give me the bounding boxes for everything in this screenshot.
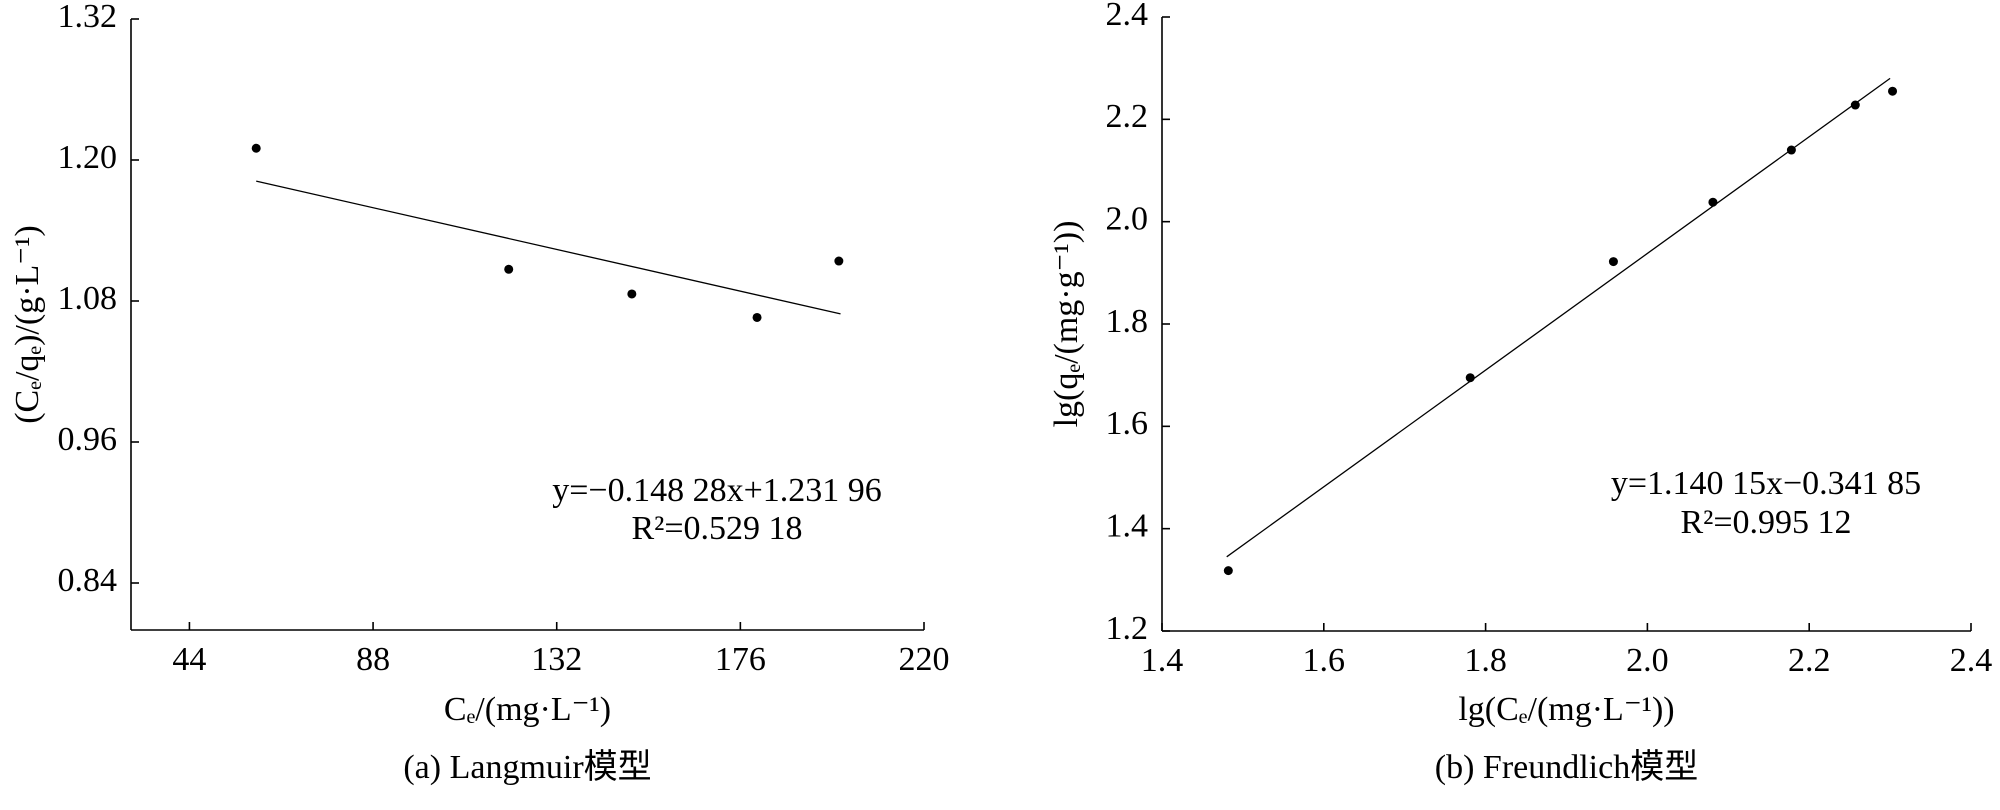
data-point xyxy=(627,289,637,299)
y-tick-label: 1.2 xyxy=(1106,610,1149,647)
y-tick-label: 0.96 xyxy=(58,421,118,458)
y-tick-label: 1.08 xyxy=(58,280,118,317)
annotation: R²=0.995 12 xyxy=(1680,504,1851,541)
annotation: R²=0.529 18 xyxy=(631,510,802,547)
annotation: y=−0.148 28x+1.231 96 xyxy=(552,472,882,509)
y-tick-label: 2.0 xyxy=(1106,200,1149,237)
y-tick-label: 2.2 xyxy=(1106,98,1149,135)
x-tick-label: 132 xyxy=(531,641,582,678)
y-tick-label: 1.6 xyxy=(1106,405,1149,442)
annotation: y=1.140 15x−0.341 85 xyxy=(1611,465,1921,502)
x-axis-label: Cₑ/(mg·L⁻¹) xyxy=(444,691,611,728)
data-point xyxy=(1850,100,1860,110)
fit-line xyxy=(1226,77,1891,558)
data-point xyxy=(1465,373,1475,383)
y-tick-label: 0.84 xyxy=(58,562,118,599)
data-point xyxy=(834,256,844,266)
x-tick-label: 2.2 xyxy=(1788,642,1831,679)
x-tick-label: 1.4 xyxy=(1141,642,1184,679)
chart-panel: 0.84 0.96 1.08 1.20 1.32 44 88 132 176 220 Cₑ/(mg·… xyxy=(9,0,950,786)
x-tick-label: 44 xyxy=(172,641,206,678)
x-tick-label: 2.0 xyxy=(1626,642,1669,679)
data-point xyxy=(504,264,514,274)
data-point xyxy=(1786,145,1796,155)
y-tick-label: 1.8 xyxy=(1106,303,1149,340)
data-point xyxy=(1223,566,1233,576)
x-tick-label: 2.4 xyxy=(1950,642,1993,679)
data-point xyxy=(1608,257,1618,267)
y-tick-label: 1.20 xyxy=(58,139,118,176)
data-point xyxy=(752,312,762,322)
x-tick-label: 176 xyxy=(715,641,766,678)
x-tick-label: 1.8 xyxy=(1464,642,1507,679)
data-point xyxy=(1708,197,1718,207)
y-axis-label: lg(qₑ/(mg·g⁻¹)) xyxy=(1048,221,1085,428)
fit-line xyxy=(256,180,841,315)
data-point xyxy=(251,143,261,153)
caption: (b) Freundlich模型 xyxy=(1435,748,1698,786)
x-tick-label: 1.6 xyxy=(1303,642,1346,679)
y-tick-label: 1.4 xyxy=(1106,507,1149,544)
data-point xyxy=(1888,86,1898,96)
x-tick-label: 88 xyxy=(356,641,390,678)
y-tick-label: 2.4 xyxy=(1106,0,1149,33)
y-axis-label: (Cₑ/qₑ)/(g·L⁻¹) xyxy=(9,225,46,424)
chart-panel: 1.21.41.61.82.02.22.41.4 1.6 1.8 2.0 2.2 2.4l… xyxy=(1048,0,1992,786)
caption: (a) Langmuir模型 xyxy=(403,748,651,786)
x-axis-label: lg(Cₑ/(mg·L⁻¹)) xyxy=(1458,691,1674,728)
y-tick-label: 1.32 xyxy=(58,0,118,35)
x-tick-label: 220 xyxy=(899,641,950,678)
